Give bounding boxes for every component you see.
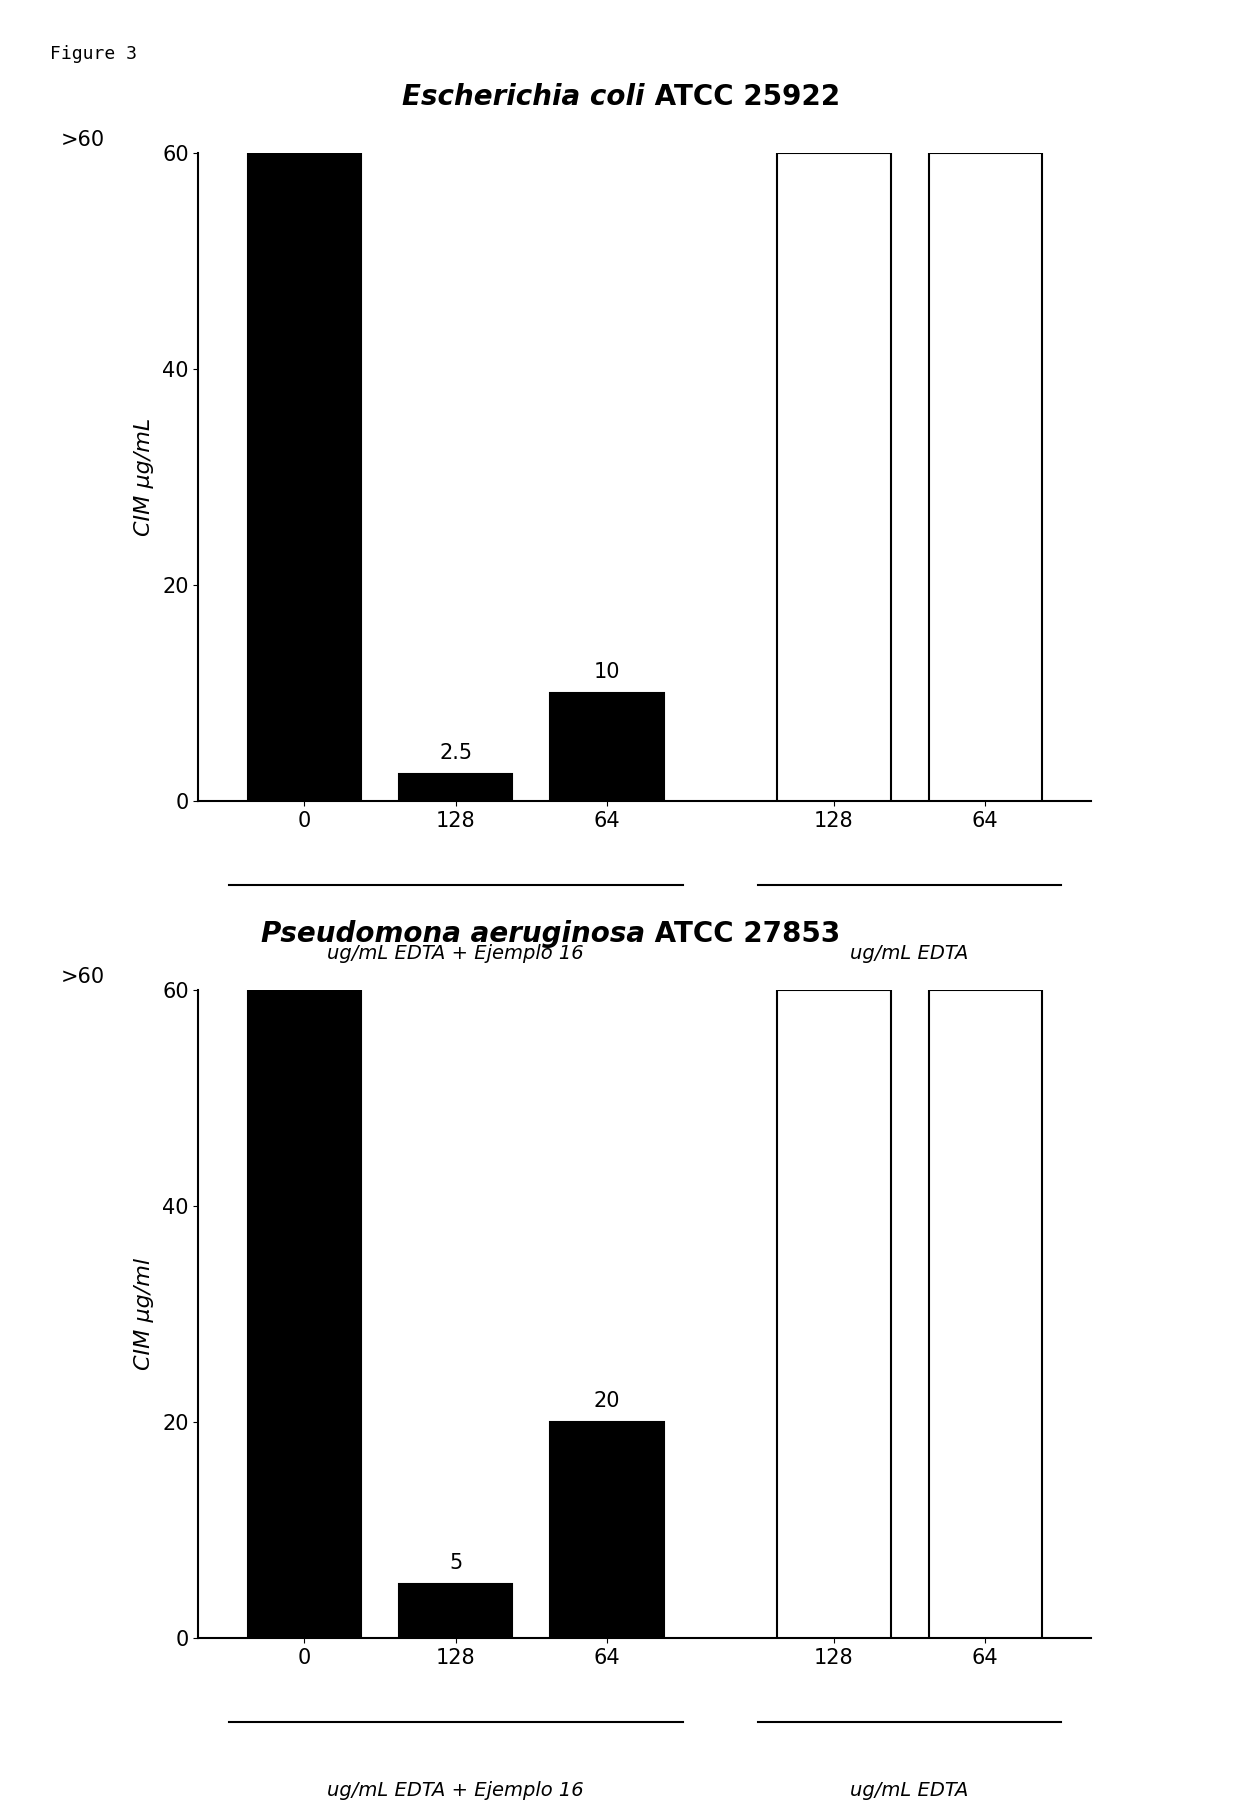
Y-axis label: CIM μg/ml: CIM μg/ml [134,1258,154,1370]
Bar [777,153,890,801]
Text: 5: 5 [449,1553,463,1573]
Bar [551,693,663,801]
Text: ug/mL EDTA: ug/mL EDTA [851,1780,968,1800]
Text: Escherichia coli: Escherichia coli [402,83,645,112]
Bar [248,990,361,1638]
Bar [929,990,1042,1638]
Bar [399,774,512,801]
Text: ATCC 27853: ATCC 27853 [645,920,839,949]
Bar [929,153,1042,801]
Bar [248,153,361,801]
Text: 2.5: 2.5 [439,743,472,763]
Text: ug/mL EDTA + Ejemplo 16: ug/mL EDTA + Ejemplo 16 [327,1780,584,1800]
Text: >60: >60 [61,130,104,149]
Text: ug/mL EDTA + Ejemplo 16: ug/mL EDTA + Ejemplo 16 [327,943,584,963]
Text: 20: 20 [594,1391,620,1411]
Text: >60: >60 [61,967,104,986]
Bar [777,990,890,1638]
Text: 10: 10 [594,662,620,682]
Text: ATCC 25922: ATCC 25922 [645,83,839,112]
Text: Figure 3: Figure 3 [50,45,136,63]
Bar [551,1422,663,1638]
Text: ug/mL EDTA: ug/mL EDTA [851,943,968,963]
Bar [399,1584,512,1638]
Y-axis label: CIM μg/mL: CIM μg/mL [134,418,154,536]
Text: Pseudomona aeruginosa: Pseudomona aeruginosa [260,920,645,949]
